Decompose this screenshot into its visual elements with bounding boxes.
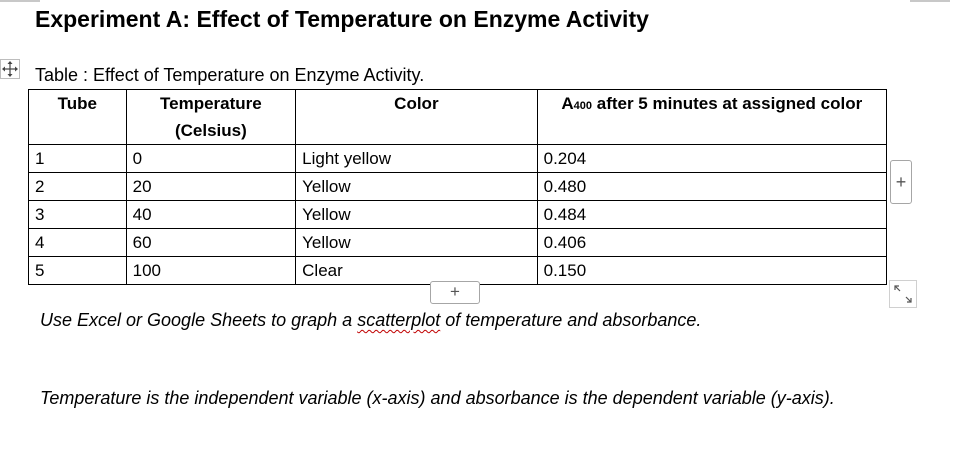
- table-row: 2 20 Yellow 0.480: [28, 172, 888, 201]
- header-color[interactable]: Color: [295, 89, 538, 145]
- cell-color[interactable]: Clear: [295, 256, 538, 285]
- page-corner-right: [910, 0, 950, 2]
- header-absorbance[interactable]: A400 after 5 minutes at assigned color: [536, 89, 888, 145]
- cell-tube[interactable]: 1: [28, 144, 127, 173]
- cell-color[interactable]: Yellow: [295, 228, 538, 257]
- cell-absorbance[interactable]: 0.204: [536, 144, 888, 173]
- add-column-button[interactable]: +: [890, 160, 912, 204]
- table-row: 4 60 Yellow 0.406: [28, 228, 888, 257]
- instruction-graph: Use Excel or Google Sheets to graph a sc…: [40, 308, 701, 332]
- cell-absorbance[interactable]: 0.480: [536, 172, 888, 201]
- cell-absorbance[interactable]: 0.150: [536, 256, 888, 285]
- absorbance-subscript: 400: [573, 100, 593, 112]
- data-table: Tube Temperature (Celsius) Color A400 af…: [28, 89, 888, 285]
- cell-tube[interactable]: 5: [28, 256, 127, 285]
- instruction-text: of temperature and absorbance.: [440, 310, 702, 330]
- header-temperature[interactable]: Temperature (Celsius): [125, 89, 297, 145]
- cell-temperature[interactable]: 20: [125, 172, 297, 201]
- page-title: Experiment A: Effect of Temperature on E…: [35, 6, 649, 32]
- resize-diagonal-icon: [889, 280, 917, 308]
- page-corner-left: [0, 0, 40, 2]
- cell-temperature[interactable]: 40: [125, 200, 297, 229]
- spellcheck-flagged-word[interactable]: scatterplot: [357, 310, 441, 330]
- cell-tube[interactable]: 4: [28, 228, 127, 257]
- cell-temperature[interactable]: 100: [125, 256, 297, 285]
- table-row: 5 100 Clear 0.150: [28, 256, 888, 285]
- cell-tube[interactable]: 2: [28, 172, 127, 201]
- cell-color[interactable]: Yellow: [295, 200, 538, 229]
- table-move-handle[interactable]: [0, 59, 20, 79]
- move-arrows-icon: [0, 59, 20, 79]
- table-caption: Table : Effect of Temperature on Enzyme …: [35, 65, 425, 85]
- cell-absorbance[interactable]: 0.484: [536, 200, 888, 229]
- instruction-text: Use Excel or Google Sheets to graph a: [40, 310, 358, 330]
- cell-absorbance[interactable]: 0.406: [536, 228, 888, 257]
- add-row-button[interactable]: +: [430, 281, 480, 304]
- header-tube[interactable]: Tube: [28, 89, 127, 145]
- cell-temperature[interactable]: 0: [125, 144, 297, 173]
- table-row: 1 0 Light yellow 0.204: [28, 144, 888, 173]
- table-row: 3 40 Yellow 0.484: [28, 200, 888, 229]
- cell-color[interactable]: Yellow: [295, 172, 538, 201]
- cell-temperature[interactable]: 60: [125, 228, 297, 257]
- cell-color[interactable]: Light yellow: [295, 144, 538, 173]
- table-header-row: Tube Temperature (Celsius) Color A400 af…: [28, 89, 888, 145]
- cell-tube[interactable]: 3: [28, 200, 127, 229]
- instruction-variables: Temperature is the independent variable …: [40, 388, 835, 408]
- table-resize-handle[interactable]: [889, 280, 917, 308]
